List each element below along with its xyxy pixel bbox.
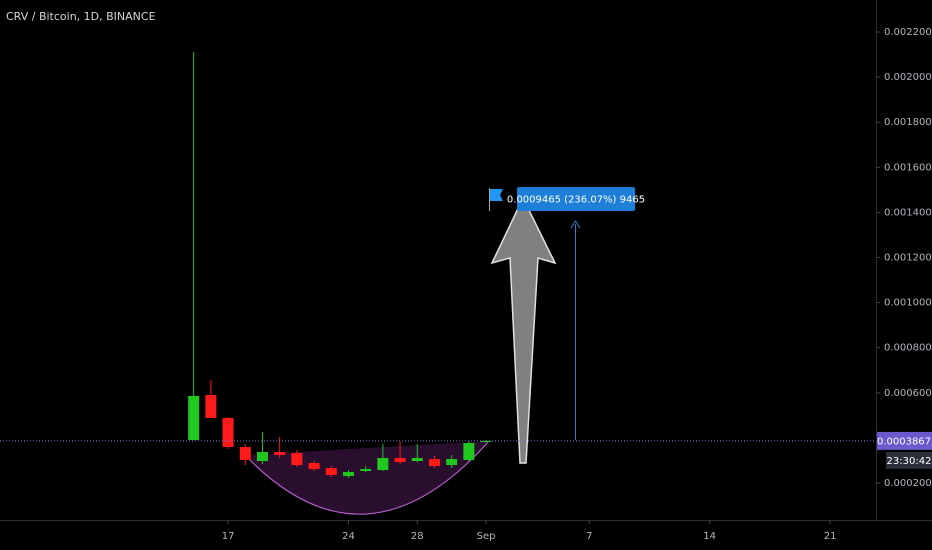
candle-body — [446, 459, 458, 466]
x-tick-label: 17 — [222, 531, 235, 542]
x-tick-label: 24 — [342, 531, 355, 542]
candle-body — [222, 418, 234, 448]
countdown: 23:30:42 — [887, 456, 932, 467]
candle-body — [325, 468, 337, 476]
x-tick-label: Sep — [477, 531, 496, 542]
candle-body — [377, 458, 389, 471]
last-price-label: 0.0003867 — [877, 436, 931, 447]
candle-body — [360, 469, 372, 472]
candle-body — [188, 396, 200, 441]
candle-body — [274, 452, 286, 456]
y-tick-label: 0.0022000 — [884, 27, 932, 38]
candle-body — [480, 440, 492, 443]
candle-body — [308, 463, 320, 470]
candle-body — [342, 472, 354, 477]
measure-arrowhead — [570, 220, 581, 229]
candle-body — [239, 447, 251, 461]
big-arrow — [490, 196, 557, 464]
measure-label: 0.0009465 (236.07%) 9465 — [507, 195, 645, 206]
x-tick-label: 28 — [411, 531, 424, 542]
last-price-box — [877, 431, 932, 450]
candle-body — [394, 458, 406, 463]
candle-body — [291, 453, 303, 466]
candle-body — [463, 443, 475, 461]
candle-body — [428, 459, 440, 467]
x-tick-label: 7 — [586, 531, 592, 542]
chart-title: CRV / Bitcoin, 1D, BINANCE — [6, 10, 156, 23]
flag — [490, 189, 503, 201]
candle-body — [205, 395, 217, 419]
measure-label-box — [517, 187, 635, 211]
countdown-box — [886, 451, 932, 469]
candle-body — [256, 452, 268, 462]
x-tick-label: 21 — [824, 531, 837, 542]
x-tick-label: 14 — [703, 531, 716, 542]
cup-pattern — [244, 440, 490, 515]
candle-body — [411, 458, 423, 462]
